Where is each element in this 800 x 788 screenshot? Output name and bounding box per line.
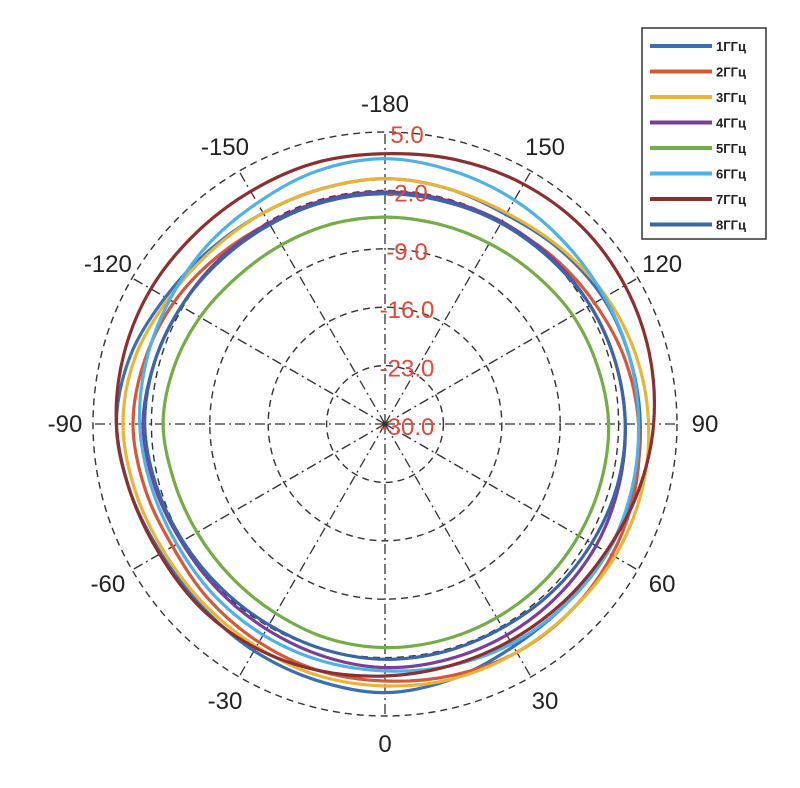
legend-label: 4ГГц <box>716 116 746 131</box>
legend-label: 7ГГц <box>716 192 746 207</box>
legend-label: 1ГГц <box>716 39 746 54</box>
grid-ring <box>325 364 445 484</box>
angle-tick-label: 120 <box>642 251 682 278</box>
series-line-6 <box>137 157 641 673</box>
grid-spoke <box>238 170 386 425</box>
angle-tick-label: -90 <box>48 411 83 438</box>
angle-tick-label: 30 <box>532 688 559 715</box>
legend-label: 6ГГц <box>716 167 746 182</box>
angle-tick-label: 0 <box>378 731 391 758</box>
series-line-5 <box>161 215 611 650</box>
legend-box <box>641 27 767 240</box>
grid-ring <box>150 189 620 659</box>
legend-label: 8ГГц <box>716 218 746 233</box>
grid-spoke <box>384 423 639 571</box>
legend-label: 5ГГц <box>716 141 746 156</box>
series-line-1 <box>114 177 642 695</box>
radial-tick-label: -23.0 <box>380 356 435 383</box>
legend-label: 2ГГц <box>716 65 746 80</box>
series-line-7 <box>114 152 656 678</box>
radial-tick-label: 5.0 <box>390 122 423 149</box>
legend: 1ГГц 2ГГц 3ГГц 4ГГц 5ГГц 6ГГц 7ГГц 8ГГц <box>641 27 767 240</box>
legend-label: 3ГГц <box>716 90 746 105</box>
series-lines <box>114 152 656 695</box>
radial-tick-labels: 5.0 -2.0 -9.0 -16.0 -23.0 -30.0 <box>380 122 435 441</box>
angle-tick-label: 90 <box>692 411 719 438</box>
angle-tick-label: -30 <box>208 688 243 715</box>
angle-tick-label: -60 <box>91 571 126 598</box>
radial-tick-label: -16.0 <box>380 297 435 324</box>
radial-tick-label: -30.0 <box>380 414 435 441</box>
radial-tick-label: -9.0 <box>386 239 427 266</box>
angle-tick-label: 150 <box>525 134 565 161</box>
grid-ring <box>267 306 503 542</box>
angle-tick-labels: -180 150 120 90 60 30 0 -30 -60 -90 -120 -150 <box>48 91 719 758</box>
grid-spoke <box>131 423 386 571</box>
series-line-8 <box>143 192 627 661</box>
angle-tick-label: -150 <box>201 134 249 161</box>
angle-tick-label: -120 <box>84 251 132 278</box>
grid-ring <box>92 131 678 717</box>
radial-tick-label: -2.0 <box>386 180 427 207</box>
grid-spoke <box>384 423 532 678</box>
series-line-3 <box>121 177 651 688</box>
grid-spoke <box>238 423 386 678</box>
angle-tick-label: -180 <box>361 91 409 118</box>
angle-tick-label: 60 <box>649 571 676 598</box>
